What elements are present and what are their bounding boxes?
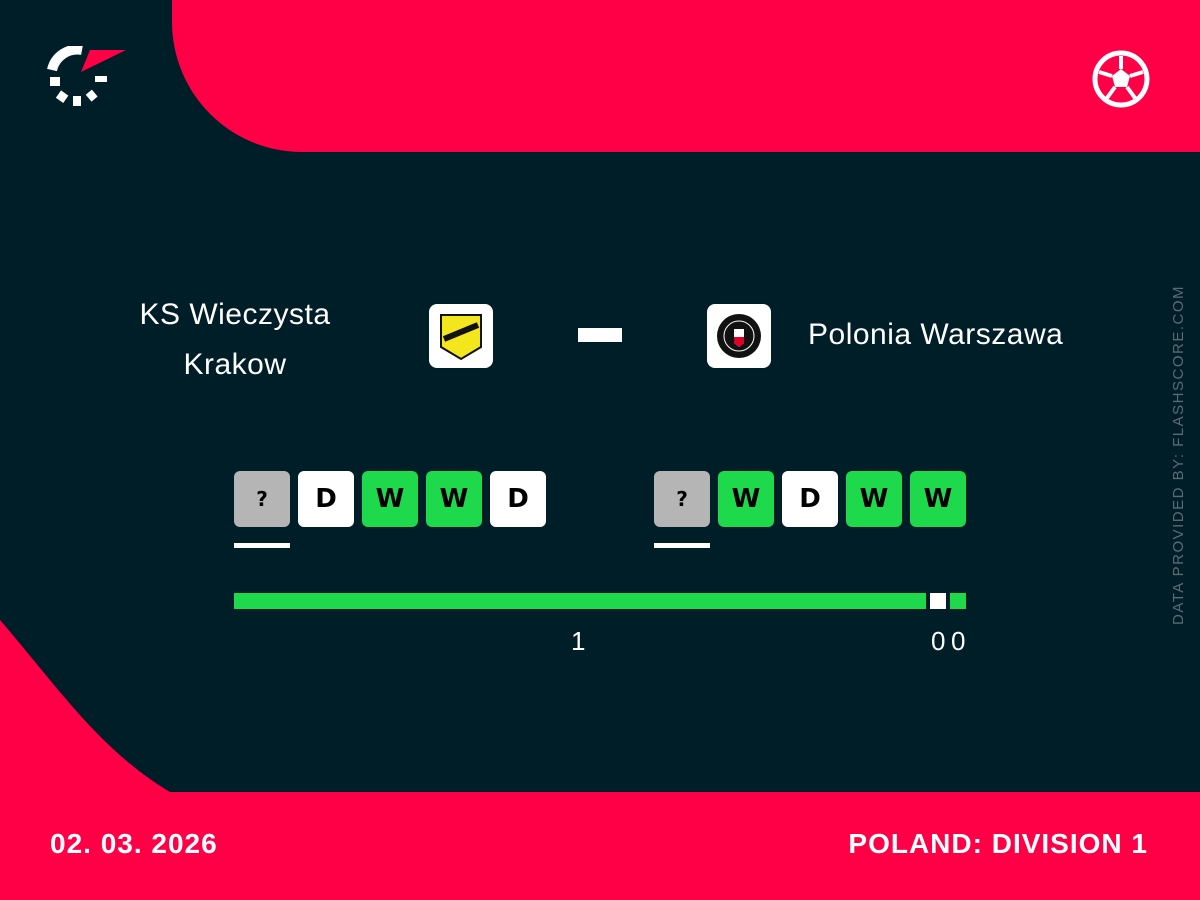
h2h-draws-bar xyxy=(930,593,946,609)
form-badge[interactable]: W xyxy=(362,471,418,527)
form-badge[interactable]: W xyxy=(910,471,966,527)
form-badge[interactable]: D xyxy=(782,471,838,527)
h2h-home-wins: 1 xyxy=(571,626,586,656)
home-team-name-line2: Krakow xyxy=(183,348,287,381)
home-team-name: KS Wieczysta Krakow xyxy=(100,290,370,390)
form-badge[interactable]: ? xyxy=(234,471,290,527)
soccer-ball-icon xyxy=(1092,50,1150,108)
upcoming-indicator xyxy=(234,543,290,548)
decor-bottom-left-red xyxy=(0,620,170,792)
home-team-crest xyxy=(429,304,493,368)
footer-band xyxy=(0,792,1200,900)
form-badge[interactable]: D xyxy=(298,471,354,527)
decor-top-red xyxy=(172,0,1200,152)
h2h-draws: 0 xyxy=(931,626,946,656)
form-badge[interactable]: D xyxy=(490,471,546,527)
h2h-home-wins-bar xyxy=(234,593,926,609)
flashscore-logo xyxy=(47,46,126,106)
upcoming-indicator xyxy=(654,543,710,548)
score-separator xyxy=(578,328,622,342)
form-badge[interactable]: W xyxy=(846,471,902,527)
h2h-away-wins-bar xyxy=(950,593,966,609)
away-team-name: Polonia Warszawa xyxy=(808,318,1064,351)
away-form: ? W D W W xyxy=(654,471,966,527)
data-credit: DATA PROVIDED BY: FLASHSCORE.COM xyxy=(1170,284,1187,625)
form-badge[interactable]: W xyxy=(426,471,482,527)
away-team-crest xyxy=(707,304,771,368)
form-badge[interactable]: W xyxy=(718,471,774,527)
form-badge[interactable]: ? xyxy=(654,471,710,527)
match-date: 02. 03. 2026 xyxy=(50,828,218,859)
home-team-name-line1: KS Wieczysta xyxy=(139,298,331,331)
h2h-away-wins: 0 xyxy=(951,626,966,656)
league-name: POLAND: DIVISION 1 xyxy=(848,828,1148,859)
home-form: ? D W W D xyxy=(234,471,546,527)
